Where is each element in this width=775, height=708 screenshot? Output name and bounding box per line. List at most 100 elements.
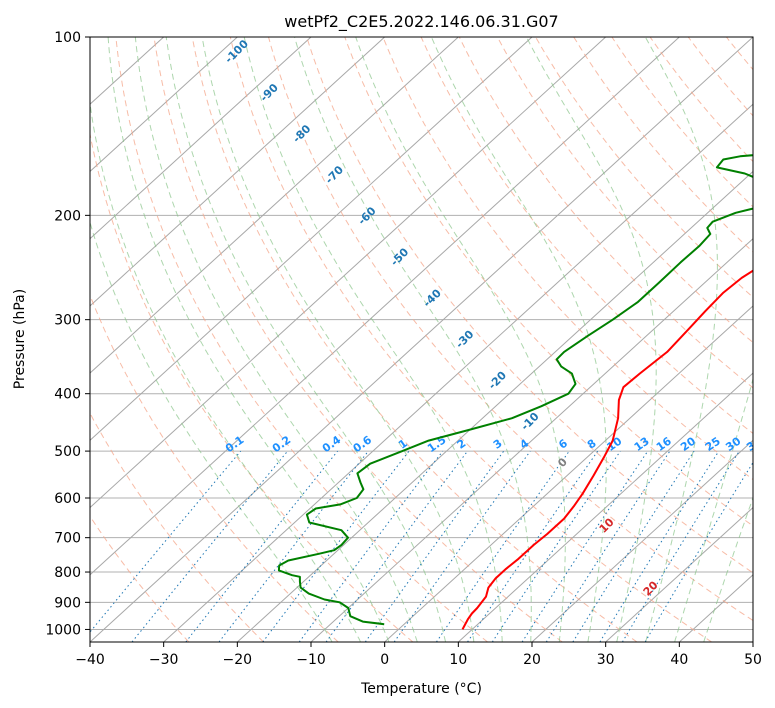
mixing-ratio-line <box>521 450 649 642</box>
dry-adiabat-line <box>90 293 339 642</box>
isotherm-label: -50 <box>388 245 411 268</box>
mixing-ratio-line <box>298 450 444 642</box>
mixing-ratio-line <box>393 450 531 642</box>
mixing-ratio-line <box>185 450 338 642</box>
mixing-ratio-label: 6 <box>556 437 570 452</box>
mixing-ratio-label: 0.4 <box>320 433 344 455</box>
y-tick-label: 900 <box>54 595 81 611</box>
dry-adiabat-line <box>229 37 712 642</box>
x-axis-label: Temperature (°C) <box>360 681 482 697</box>
dry-adiabat-line <box>90 515 190 642</box>
y-axis: 100 200 300 400 500 600 700 800 900 1000 <box>45 30 90 638</box>
mixing-ratio-label: 0.2 <box>270 433 293 455</box>
moist-adiabat-line <box>201 37 475 642</box>
mixing-ratio-line <box>491 450 621 642</box>
dry-adiabat-line <box>649 37 753 163</box>
moist-adiabat-line <box>644 37 718 642</box>
y-tick-label: 800 <box>54 565 81 581</box>
isotherm-label: -60 <box>355 204 378 227</box>
mixing-ratio-label: 3 <box>491 437 505 452</box>
y-tick-label: 100 <box>54 30 81 46</box>
mixing-ratio-line <box>599 450 720 642</box>
mixing-ratio-line <box>131 450 288 642</box>
y-axis-label: Pressure (hPa) <box>12 289 28 389</box>
y-tick-label: 400 <box>54 387 81 403</box>
isotherm-label: -30 <box>453 327 476 350</box>
x-axis: −40 −30 −20 −10 0 10 20 30 40 50 <box>75 642 762 668</box>
isotherm-label: -40 <box>421 286 444 309</box>
x-tick-label: −20 <box>223 652 253 668</box>
mixing-ratio-line <box>467 450 599 642</box>
dry-adiabat-line <box>765 37 775 642</box>
moist-adiabat-line <box>294 37 532 642</box>
moist-adiabat-line <box>355 37 566 642</box>
isotherm-line <box>752 641 753 642</box>
mixing-ratio-label: 36 <box>744 434 764 454</box>
dry-adiabat-line <box>153 37 563 642</box>
dry-adiabat-line <box>420 37 753 435</box>
temperature-profile-line <box>461 269 753 630</box>
x-tick-label: −40 <box>75 652 105 668</box>
x-tick-label: 30 <box>597 652 615 668</box>
mixing-ratio-label: 4 <box>517 437 531 452</box>
x-tick-label: 0 <box>380 652 389 668</box>
x-tick-label: 40 <box>670 652 688 668</box>
isotherm-label: 10 <box>597 515 617 535</box>
dry-adiabat-line <box>611 37 753 208</box>
isotherm-line <box>605 506 753 642</box>
isotherm-line <box>90 37 459 374</box>
moist-adiabat-line <box>90 100 362 642</box>
dry-adiabat-line <box>458 37 753 389</box>
isotherm-line <box>90 37 533 442</box>
x-tick-label: −30 <box>149 652 179 668</box>
moist-adiabat-line <box>703 496 753 642</box>
dry-adiabat-line <box>726 37 753 71</box>
isotherm-line <box>163 103 753 642</box>
plot-area: 0.1 0.2 0.4 0.6 1 1.5 2 3 4 6 8 10 13 16 20 25 30 36-100-… <box>90 37 775 708</box>
mixing-ratio-line <box>545 450 671 642</box>
mixing-ratio-line <box>572 450 695 642</box>
dewpoint-profile-line <box>277 154 753 626</box>
mixing-ratio-line <box>262 450 410 642</box>
moist-adiabat-line <box>243 37 503 642</box>
mixing-ratio-label: 2 <box>455 437 469 452</box>
isotherm-label: 20 <box>641 578 661 598</box>
isotherm-label: 40 <box>729 704 749 708</box>
isotherm-line <box>90 37 238 173</box>
isotherm-label: -20 <box>486 369 509 392</box>
mixing-ratio-line <box>90 450 242 633</box>
isotherm-line <box>90 37 753 642</box>
moist-adiabat-line <box>525 37 657 642</box>
isotherm-line <box>90 37 312 240</box>
x-tick-label: 10 <box>449 652 467 668</box>
plot-frame <box>89 36 754 643</box>
isotherm-line <box>90 37 680 576</box>
moist-adiabat-line <box>674 377 753 642</box>
y-tick-label: 500 <box>54 444 81 460</box>
chart-title: wetPf2_C2E5.2022.146.06.31.G07 <box>284 12 558 32</box>
mixing-ratio-line <box>364 450 505 642</box>
x-tick-label: 50 <box>744 652 762 668</box>
mixing-ratio-line <box>435 450 570 642</box>
dry-adiabat-line <box>573 37 753 253</box>
isotherm-line <box>90 37 607 509</box>
dry-adiabat-line <box>306 37 753 574</box>
dry-adiabat-line <box>687 37 753 117</box>
y-tick-label: 200 <box>54 208 81 224</box>
mixing-ratio-line <box>621 450 740 642</box>
mixing-ratio-label: 8 <box>585 437 599 452</box>
y-tick-label: 300 <box>54 313 81 329</box>
x-tick-label: 20 <box>523 652 541 668</box>
moist-adiabat-line <box>90 220 333 642</box>
dry-adiabat-line <box>191 37 638 642</box>
isotherm-label: -70 <box>323 163 346 186</box>
isotherm-line <box>236 170 753 642</box>
dry-adiabat-line <box>268 37 753 622</box>
moist-adiabat-line <box>107 37 390 642</box>
mixing-ratio-line <box>644 461 753 642</box>
dry-adiabat-line <box>115 37 488 642</box>
dry-adiabat-line <box>496 37 753 344</box>
y-tick-label: 600 <box>54 491 81 507</box>
moist-adiabat-line <box>134 37 418 642</box>
